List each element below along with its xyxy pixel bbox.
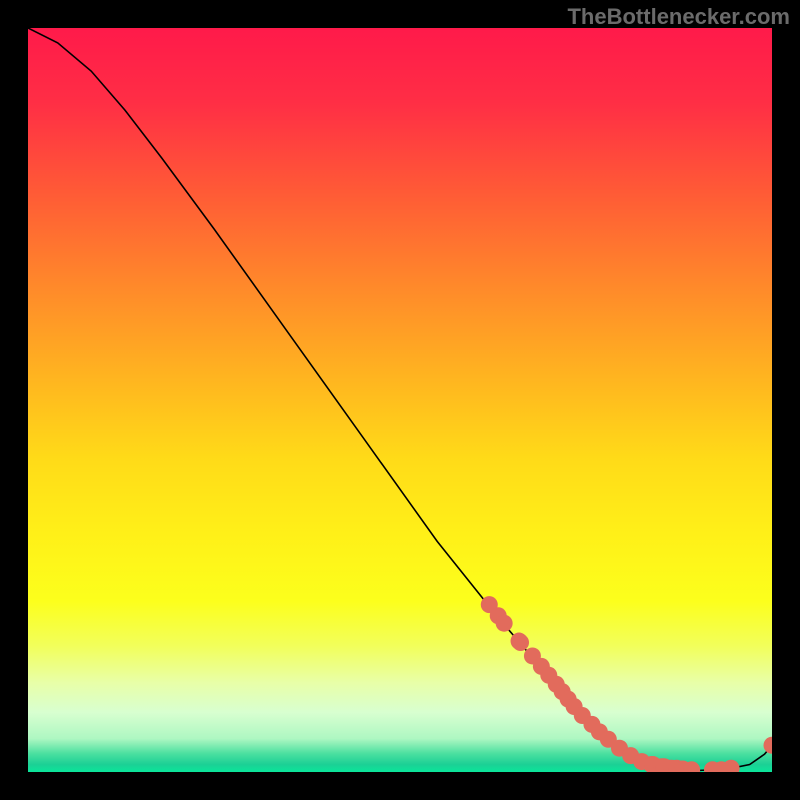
chart-background — [28, 28, 772, 772]
scatter-point — [512, 634, 529, 651]
scatter-point — [496, 615, 513, 632]
chart-container: { "watermark": { "text": "TheBottlenecke… — [0, 0, 800, 800]
watermark-text: TheBottlenecker.com — [567, 4, 790, 30]
bottleneck-chart — [28, 28, 772, 772]
